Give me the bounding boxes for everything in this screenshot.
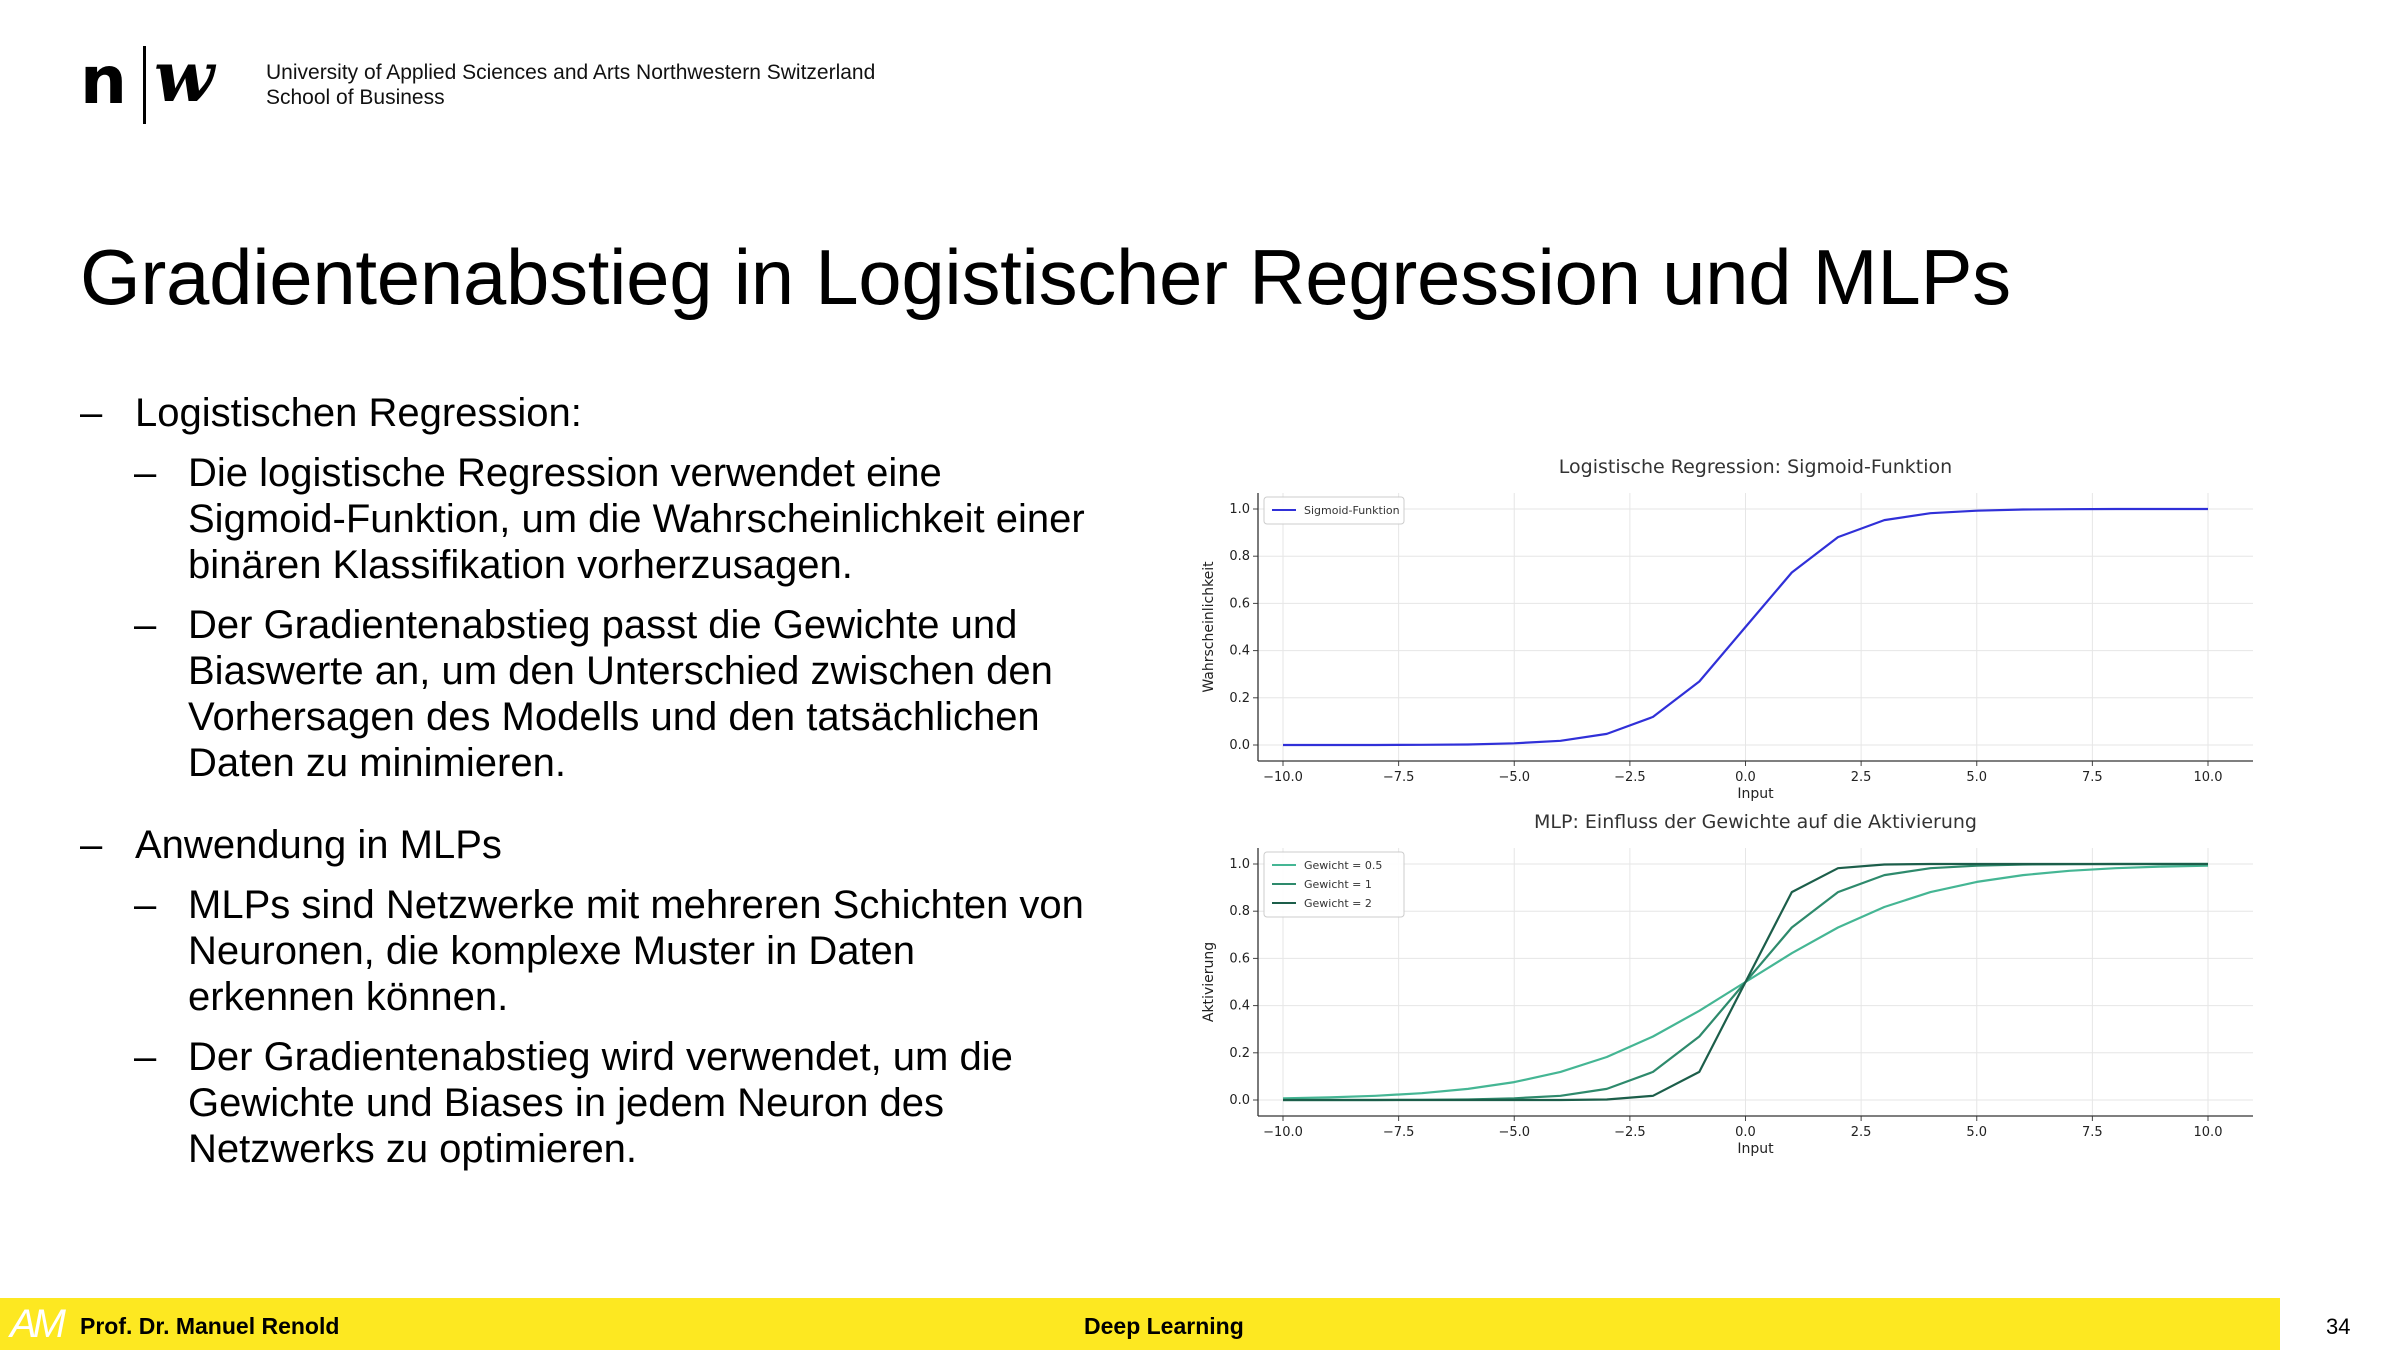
x-tick-label: −10.0 bbox=[1263, 1125, 1303, 1140]
school-name: School of Business bbox=[266, 86, 445, 109]
slide-number: 34 bbox=[2326, 1314, 2351, 1339]
bullet-level2: – Der Gradientenabstieg wird verwendet, u… bbox=[80, 1034, 1160, 1172]
y-axis-label: Aktivierung bbox=[1201, 942, 1217, 1022]
x-axis-label: Input bbox=[1737, 1141, 1774, 1157]
chart-title: MLP: Einfluss der Gewichte auf die Aktiv… bbox=[1534, 811, 1977, 833]
y-axis-label: Wahrscheinlichkeit bbox=[1201, 561, 1217, 693]
x-tick-label: −5.0 bbox=[1498, 770, 1530, 785]
footer-bar: AM Prof. Dr. Manuel Renold Deep Learning bbox=[0, 1298, 2280, 1350]
x-tick-label: −7.5 bbox=[1383, 1125, 1415, 1140]
bullet-level2: – Der Gradientenabstieg passt die Gewicht… bbox=[80, 602, 1160, 786]
logo-divider bbox=[143, 46, 146, 124]
footer-author: Prof. Dr. Manuel Renold bbox=[80, 1313, 340, 1339]
author-logo: AM bbox=[10, 1302, 66, 1346]
y-tick-label: 0.8 bbox=[1229, 549, 1250, 564]
legend-entry: Sigmoid-Funktion bbox=[1304, 504, 1400, 517]
bullet-line: Der Gradientenabstieg wird verwendet, um… bbox=[188, 1035, 1013, 1079]
x-tick-label: −7.5 bbox=[1383, 770, 1415, 785]
bullet-gap bbox=[80, 800, 1160, 822]
y-tick-label: 0.6 bbox=[1229, 596, 1250, 611]
bullet-line: binären Klassifikation vorherzusagen. bbox=[188, 543, 853, 587]
charts: −10.0 −7.5 −5.0 −2.5 0.0 2.5 5.0 7.5 10.0 0.0 0.2 0… bbox=[1201, 456, 2253, 1157]
y-tick-label: 0.6 bbox=[1229, 951, 1250, 966]
bullet-dash: – bbox=[134, 883, 157, 927]
y-tick-label: 0.2 bbox=[1229, 1046, 1250, 1061]
legend-box bbox=[1263, 851, 1405, 918]
x-axis-label: Input bbox=[1737, 786, 1774, 802]
x-tick-label: 0.0 bbox=[1735, 770, 1756, 785]
page-title: Gradientenabstieg in Logistischer Regres… bbox=[80, 233, 2011, 321]
legend-entry: Gewicht = 1 bbox=[1304, 878, 1372, 891]
series-line-1 bbox=[1283, 507, 2208, 747]
x-tick-label: −10.0 bbox=[1263, 770, 1303, 785]
x-tick-label: −5.0 bbox=[1498, 1125, 1530, 1140]
x-tick-label: 10.0 bbox=[2194, 1125, 2223, 1140]
y-tick-label: 1.0 bbox=[1229, 857, 1250, 872]
chart-1: −10.0 −7.5 −5.0 −2.5 0.0 2.5 5.0 7.5 10.0 0.0 0.2 0… bbox=[1201, 456, 2253, 802]
footer-course: Deep Learning bbox=[1084, 1313, 1244, 1339]
y-tick-label: 0.2 bbox=[1229, 691, 1250, 706]
institution-name: University of Applied Sciences and Arts … bbox=[266, 61, 876, 84]
logo-letter-w: w bbox=[154, 35, 215, 118]
bullet-level1: – Logistischen Regression: bbox=[80, 390, 1160, 436]
legend-entry: Gewicht = 2 bbox=[1304, 897, 1372, 910]
y-tick-label: 0.4 bbox=[1229, 644, 1250, 659]
bullet-line: Biaswerte an, um den Unterschied zwische… bbox=[188, 649, 1053, 693]
bullet-line: Gewichte und Biases in jedem Neuron des bbox=[188, 1081, 944, 1125]
x-tick-label: 2.5 bbox=[1851, 1125, 1872, 1140]
header: n w University of Applied Sciences and A… bbox=[80, 40, 1280, 130]
x-tick-label: −2.5 bbox=[1614, 770, 1646, 785]
bullet-line: Neuronen, die komplexe Muster in Daten bbox=[188, 929, 916, 973]
bullet-dash: – bbox=[134, 603, 157, 647]
bullet-dash: – bbox=[134, 1035, 157, 1079]
chart-title: Logistische Regression: Sigmoid-Funktion bbox=[1559, 456, 1952, 478]
bullet-level2: – MLPs sind Netzwerke mit mehreren Schich… bbox=[80, 882, 1160, 1020]
x-tick-label: 10.0 bbox=[2194, 770, 2223, 785]
y-tick-label: 0.0 bbox=[1229, 1093, 1250, 1108]
y-tick-label: 0.0 bbox=[1229, 738, 1250, 753]
bullet-level2: – Die logistische Regression verwendet ei… bbox=[80, 450, 1160, 588]
x-tick-label: 2.5 bbox=[1851, 770, 1872, 785]
bullet-text: Logistischen Regression: bbox=[135, 391, 582, 435]
x-tick-label: −2.5 bbox=[1614, 1125, 1646, 1140]
y-tick-label: 0.4 bbox=[1229, 999, 1250, 1014]
bullet-line: Der Gradientenabstieg passt die Gewichte… bbox=[188, 603, 1018, 647]
bullet-dash: – bbox=[80, 823, 103, 867]
bullet-line: Daten zu minimieren. bbox=[188, 741, 566, 785]
x-tick-label: 0.0 bbox=[1735, 1125, 1756, 1140]
bullet-line: Sigmoid-Funktion, um die Wahrscheinlichk… bbox=[188, 497, 1085, 541]
bullet-list: – Logistischen Regression: – Die logistisch… bbox=[80, 390, 1160, 1186]
fhnw-logo: n w bbox=[80, 40, 230, 130]
bullet-line: Netzwerks zu optimieren. bbox=[188, 1127, 638, 1171]
x-tick-label: 5.0 bbox=[1966, 770, 1987, 785]
bullet-line: erkennen können. bbox=[188, 975, 509, 1019]
bullet-line: MLPs sind Netzwerke mit mehreren Schicht… bbox=[188, 883, 1084, 927]
bullet-line: Vorhersagen des Modells und den tatsächl… bbox=[188, 695, 1040, 739]
logo-letter-n: n bbox=[80, 42, 127, 119]
bullet-level1: – Anwendung in MLPs bbox=[80, 822, 1160, 868]
y-tick-label: 0.8 bbox=[1229, 904, 1250, 919]
y-tick-label: 1.0 bbox=[1229, 502, 1250, 517]
institution-block: University of Applied Sciences and Arts … bbox=[266, 60, 875, 110]
x-tick-label: 7.5 bbox=[2082, 1125, 2103, 1140]
x-tick-label: 5.0 bbox=[1966, 1125, 1987, 1140]
bullet-text: Anwendung in MLPs bbox=[135, 823, 502, 867]
legend-entry: Gewicht = 0.5 bbox=[1304, 859, 1382, 872]
legend-box bbox=[1263, 496, 1405, 525]
series-line-3 bbox=[1283, 862, 2208, 1102]
bullet-dash: – bbox=[80, 391, 103, 435]
chart-2: −10.0 −7.5 −5.0 −2.5 0.0 2.5 5.0 7.5 10.0 0.0 0.2 0… bbox=[1201, 811, 2253, 1157]
bullet-dash: – bbox=[134, 451, 157, 495]
x-tick-label: 7.5 bbox=[2082, 770, 2103, 785]
bullet-line: Die logistische Regression verwendet ein… bbox=[188, 451, 942, 495]
